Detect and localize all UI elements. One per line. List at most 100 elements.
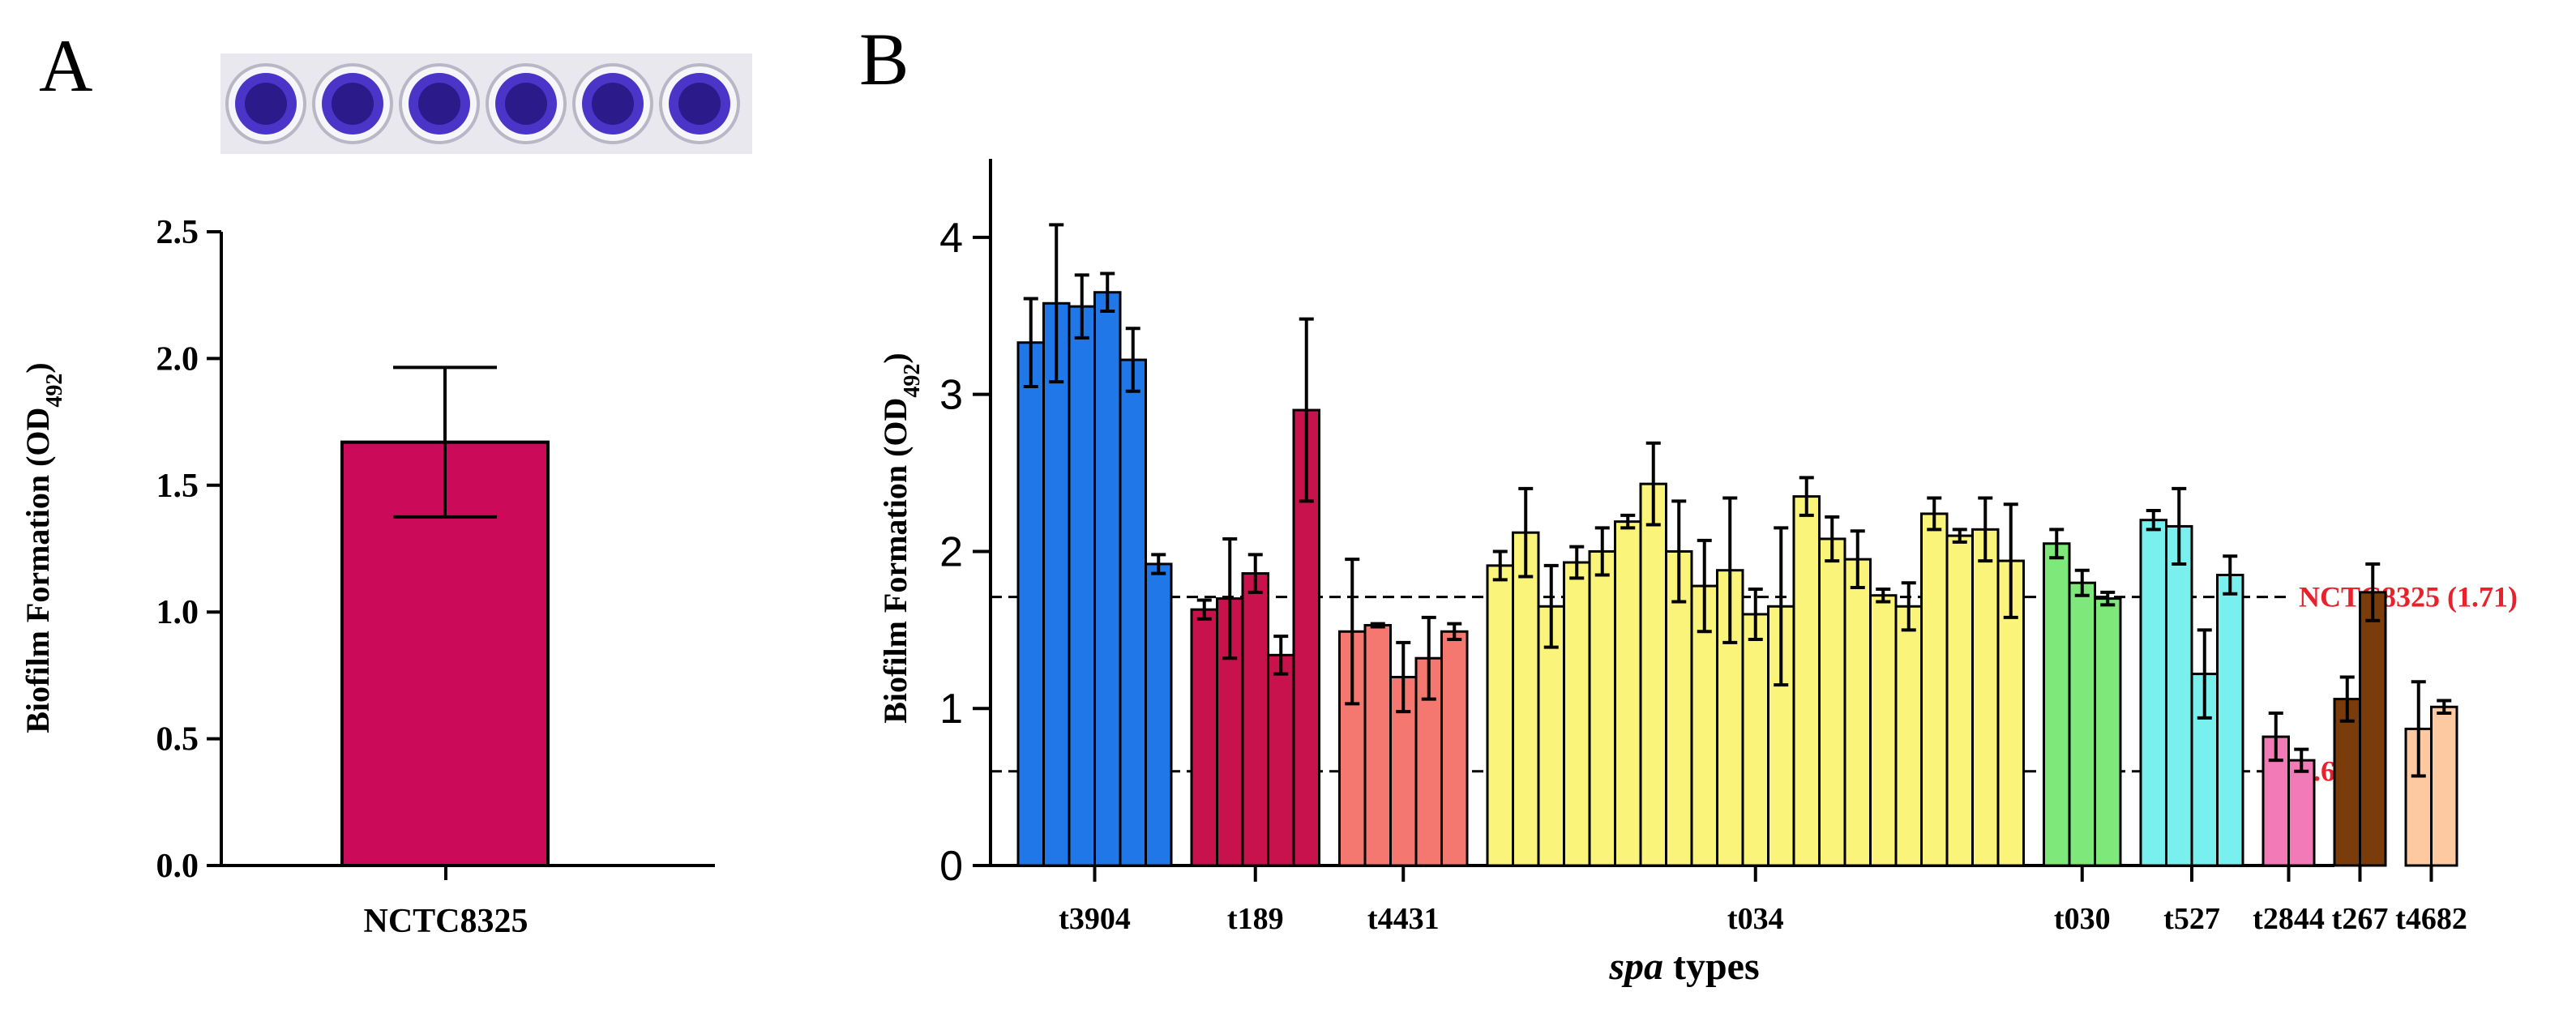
error-bar-t189-3 [1247, 553, 1263, 594]
panel-b-y-title-sub: 492 [900, 364, 925, 398]
y-tick-label: 1.5 [156, 468, 199, 505]
bar-t267-2 [2359, 591, 2387, 867]
error-bar-t034-17 [1901, 581, 1916, 632]
bar-t189-4 [1267, 653, 1295, 867]
group-label-t2844: t2844 [2253, 902, 2325, 936]
y-tick-label: 2 [939, 528, 963, 575]
error-bar-t034-14 [1825, 515, 1840, 563]
panel-a-y-ticks: 0.0 0.5 1.0 1.5 2.0 2.5 [156, 214, 447, 885]
error-bar-NCTC8325 [393, 365, 497, 519]
error-bar-t034-3 [1543, 563, 1559, 649]
bar-t3904-4 [1093, 291, 1122, 867]
panel-b-y-title: Biofilm Formation (OD492) [877, 353, 925, 724]
well-6 [659, 63, 740, 144]
bar-t034-5 [1588, 549, 1616, 867]
panel-b-bars [1016, 223, 2458, 867]
error-bar-t3904-4 [1100, 271, 1115, 313]
panel-a-y-title-main: Biofilm Formation (OD [19, 408, 56, 733]
panel-a-bars [340, 365, 550, 867]
panel-b-x-title: spa types [1608, 945, 1759, 988]
panel-b-letter: B [859, 18, 909, 100]
bar-t034-20 [1971, 528, 2000, 867]
bar-t4682-2 [2430, 705, 2458, 867]
group-label-t4431: t4431 [1367, 902, 1440, 936]
error-bar-t4431-5 [1447, 622, 1462, 641]
error-bar-t034-4 [1569, 545, 1585, 580]
bar-t4431-5 [1440, 630, 1469, 867]
well-2 [312, 63, 393, 144]
error-bar-t527-1 [2146, 509, 2161, 532]
error-bar-t3904-2 [1049, 223, 1064, 384]
panel-b-y-title-main: Biofilm Formation (OD [877, 398, 914, 724]
well-stain-center [245, 83, 287, 125]
error-bar-t3904-3 [1074, 273, 1089, 340]
error-bar-t034-7 [1645, 441, 1661, 527]
error-bar-t034-2 [1518, 486, 1534, 579]
well-stain-center [332, 83, 374, 125]
error-bar-t034-19 [1952, 528, 1967, 544]
reference-line-label: NCTC8325 (1.71) [2299, 581, 2518, 613]
bar-t034-16 [1869, 594, 1898, 867]
panel-b-y-title-close: ) [877, 353, 914, 363]
error-bar-t034-21 [2003, 502, 2018, 619]
well-4 [486, 63, 567, 144]
error-bar-t034-15 [1850, 529, 1865, 590]
well-plate-photo [220, 53, 752, 154]
well-stain-center [592, 83, 634, 125]
y-tick-label: 2.5 [156, 214, 199, 251]
panel-a-chart: 0.0 0.5 1.0 1.5 2.0 2.5 NCTC8325 Biofilm Form… [19, 214, 715, 940]
error-bar-t034-13 [1799, 476, 1814, 517]
group-label-t4682: t4682 [2395, 902, 2467, 936]
error-bar-t034-20 [1978, 496, 1993, 563]
panel-b-y-ticks: 0 1 2 3 4 [939, 215, 991, 890]
y-tick-label: 0.5 [156, 721, 199, 759]
error-bar-t030-3 [2100, 590, 2116, 607]
error-bar-t189-4 [1273, 635, 1289, 676]
bar-t034-15 [1843, 558, 1872, 867]
error-bar-t030-1 [2049, 528, 2065, 560]
error-bar-t267-1 [2339, 675, 2355, 723]
bar-t189-3 [1241, 572, 1269, 867]
bar-t3904-6 [1145, 562, 1173, 867]
y-tick-label: 0.0 [156, 848, 199, 885]
bar-t034-7 [1639, 482, 1667, 867]
bar-t267-1 [2333, 698, 2361, 867]
panel-b-x-title-italic: spa [1608, 945, 1663, 988]
error-bar-t527-2 [2172, 486, 2187, 566]
panel-a-y-title-close: ) [19, 362, 56, 373]
group-label-t034: t034 [1727, 902, 1784, 936]
error-bar-t4431-4 [1421, 615, 1436, 701]
y-tick-label: 1.0 [156, 594, 199, 631]
error-bar-t267-2 [2365, 562, 2381, 622]
error-bar-t034-5 [1594, 526, 1610, 577]
bar-t034-17 [1894, 605, 1923, 867]
y-tick-label: 2.0 [156, 340, 199, 378]
error-bar-t189-2 [1222, 536, 1238, 660]
y-tick-label: 4 [939, 215, 963, 262]
bar-t189-1 [1190, 608, 1218, 867]
panel-a-y-title: Biofilm Formation (OD492) [19, 362, 67, 733]
bar-t3904-1 [1016, 341, 1045, 867]
error-bar-t034-10 [1722, 496, 1738, 644]
panel-a-letter: A [39, 24, 92, 107]
bar-t034-19 [1945, 534, 1974, 867]
error-bar-t2844-2 [2294, 747, 2309, 773]
bar-t4431-2 [1363, 624, 1392, 867]
well-stain-center [505, 83, 547, 125]
bar-t030-3 [2094, 597, 2122, 867]
bar-t3904-2 [1042, 301, 1071, 867]
bar-t030-2 [2068, 581, 2096, 867]
error-bar-t034-16 [1876, 587, 1891, 604]
bar-t527-1 [2139, 519, 2167, 867]
group-label-t030: t030 [2054, 902, 2111, 936]
error-bar-t034-18 [1927, 496, 1942, 532]
error-bar-t527-4 [2223, 554, 2238, 596]
bar-t3904-5 [1119, 358, 1147, 867]
well-1 [225, 63, 306, 144]
bar-t034-11 [1741, 613, 1769, 867]
error-bar-t4682-1 [2411, 680, 2426, 778]
error-bar-t034-6 [1620, 513, 1636, 530]
error-bar-t189-5 [1299, 317, 1314, 503]
